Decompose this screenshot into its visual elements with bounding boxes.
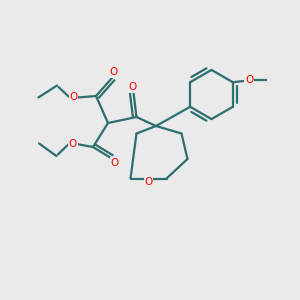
Text: O: O [144,177,153,188]
Text: O: O [68,139,77,149]
Text: O: O [110,158,119,168]
Text: O: O [69,92,78,103]
Text: O: O [129,82,137,92]
Text: O: O [245,75,254,85]
Text: O: O [109,67,118,77]
